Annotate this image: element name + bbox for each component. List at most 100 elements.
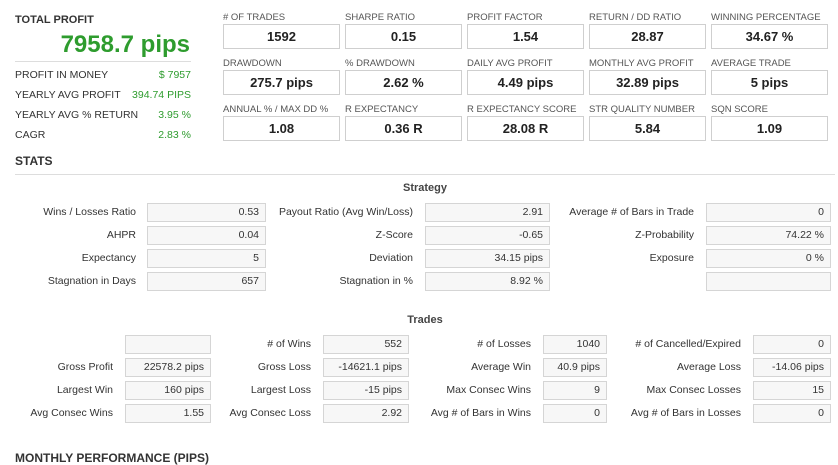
summary-value: 394.74 PIPS (132, 89, 191, 101)
trades-value: 1.55 (125, 404, 211, 423)
metric-value: 275.7 pips (223, 70, 340, 95)
trades-label: # of Losses (477, 338, 531, 350)
trades-value: 0 (753, 335, 831, 354)
summary-value: $ 7957 (158, 69, 191, 81)
strategy-value: 5 (147, 249, 266, 268)
trades-label: Avg # of Bars in Wins (430, 407, 531, 419)
strategy-value: 2.91 (425, 203, 550, 222)
summary-label: YEARLY AVG PROFIT (15, 89, 121, 101)
metric-label: STR QUALITY NUMBER (589, 104, 695, 115)
trades-value: 160 pips (125, 381, 211, 400)
trades-value: 40.9 pips (543, 358, 607, 377)
monthly-performance-title: MONTHLY PERFORMANCE (PIPS) (15, 451, 210, 465)
stats-divider (15, 174, 835, 175)
trades-label: Max Consec Wins (446, 384, 531, 396)
strategy-label: Wins / Losses Ratio (43, 206, 136, 218)
trades-label: Largest Win (56, 384, 113, 396)
strategy-value: 0.04 (147, 226, 266, 245)
summary-label: YEARLY AVG % RETURN (15, 109, 139, 121)
strategy-label: Z-Probability (635, 229, 694, 241)
metric-label: DRAWDOWN (223, 58, 282, 69)
strategy-label: Exposure (649, 252, 694, 264)
trades-value: 22578.2 pips (125, 358, 211, 377)
metric-value: 0.15 (345, 24, 462, 49)
trades-label: Average Loss (676, 361, 741, 373)
trades-value: 0 (753, 404, 831, 423)
strategy-title: Strategy (402, 182, 448, 194)
strategy-label: Stagnation in % (339, 275, 413, 287)
strategy-value: 8.92 % (425, 272, 550, 291)
trades-label: Gross Loss (257, 361, 311, 373)
metric-label: R EXPECTANCY (345, 104, 419, 115)
metric-label: PROFIT FACTOR (467, 12, 543, 23)
trades-label: Avg Consec Loss (229, 407, 311, 419)
metric-label: R EXPECTANCY SCORE (467, 104, 577, 115)
strategy-label: Deviation (369, 252, 413, 264)
strategy-label: Expectancy (81, 252, 136, 264)
trades-value (125, 335, 211, 354)
strategy-label: AHPR (106, 229, 136, 241)
trades-value: 0 (543, 404, 607, 423)
metric-value: 0.36 R (345, 116, 462, 141)
trades-label: Average Win (471, 361, 531, 373)
summary-value: 3.95 % (158, 109, 191, 121)
trades-label: Max Consec Losses (646, 384, 741, 396)
trades-value: -15 pips (323, 381, 409, 400)
stats-title: STATS (15, 154, 53, 168)
total-profit-label: TOTAL PROFIT (15, 14, 94, 26)
metric-label: ANNUAL % / MAX DD % (223, 104, 329, 115)
trades-value: 552 (323, 335, 409, 354)
summary-value: 2.83 % (158, 129, 191, 141)
metric-label: # OF TRADES (223, 12, 286, 23)
strategy-label: Payout Ratio (Avg Win/Loss) (278, 206, 413, 218)
metric-label: SHARPE RATIO (345, 12, 416, 23)
trades-label: Avg # of Bars in Losses (630, 407, 741, 419)
trades-value: -14621.1 pips (323, 358, 409, 377)
strategy-value: 0 % (706, 249, 831, 268)
trades-value: -14.06 pips (753, 358, 831, 377)
trades-value: 15 (753, 381, 831, 400)
metric-label: MONTHLY AVG PROFIT (589, 58, 694, 69)
metric-label: AVERAGE TRADE (711, 58, 791, 69)
summary-label: PROFIT IN MONEY (15, 69, 109, 81)
metric-value: 1.09 (711, 116, 828, 141)
strategy-value: 657 (147, 272, 266, 291)
metric-label: WINNING PERCENTAGE (711, 12, 821, 23)
summary-divider (15, 61, 191, 62)
metric-label: % DRAWDOWN (345, 58, 415, 69)
strategy-value: 0.53 (147, 203, 266, 222)
trades-label: Gross Profit (57, 361, 113, 373)
strategy-label: Average # of Bars in Trade (569, 206, 694, 218)
metric-label: SQN SCORE (711, 104, 769, 115)
trades-value: 9 (543, 381, 607, 400)
summary-label: CAGR (15, 129, 46, 141)
metric-value: 1.54 (467, 24, 584, 49)
metric-label: DAILY AVG PROFIT (467, 58, 553, 69)
metric-value: 4.49 pips (467, 70, 584, 95)
strategy-value (706, 272, 831, 291)
strategy-value: 74.22 % (706, 226, 831, 245)
strategy-value: 0 (706, 203, 831, 222)
trades-label: Largest Loss (250, 384, 311, 396)
strategy-value: -0.65 (425, 226, 550, 245)
metric-value: 1592 (223, 24, 340, 49)
total-profit-value: 7958.7 pips (60, 31, 190, 58)
metric-value: 34.67 % (711, 24, 828, 49)
strategy-label: Z-Score (375, 229, 413, 241)
trades-label: # of Cancelled/Expired (635, 338, 741, 350)
trades-title: Trades (407, 314, 443, 326)
trades-value: 2.92 (323, 404, 409, 423)
trades-label: Avg Consec Wins (30, 407, 113, 419)
trades-label: # of Wins (267, 338, 311, 350)
metric-value: 28.87 (589, 24, 706, 49)
metric-value: 5.84 (589, 116, 706, 141)
metric-value: 5 pips (711, 70, 828, 95)
strategy-label: Stagnation in Days (47, 275, 136, 287)
strategy-value: 34.15 pips (425, 249, 550, 268)
metric-value: 1.08 (223, 116, 340, 141)
metric-label: RETURN / DD RATIO (589, 12, 682, 23)
metric-value: 2.62 % (345, 70, 462, 95)
metric-value: 32.89 pips (589, 70, 706, 95)
trades-value: 1040 (543, 335, 607, 354)
metric-value: 28.08 R (467, 116, 584, 141)
